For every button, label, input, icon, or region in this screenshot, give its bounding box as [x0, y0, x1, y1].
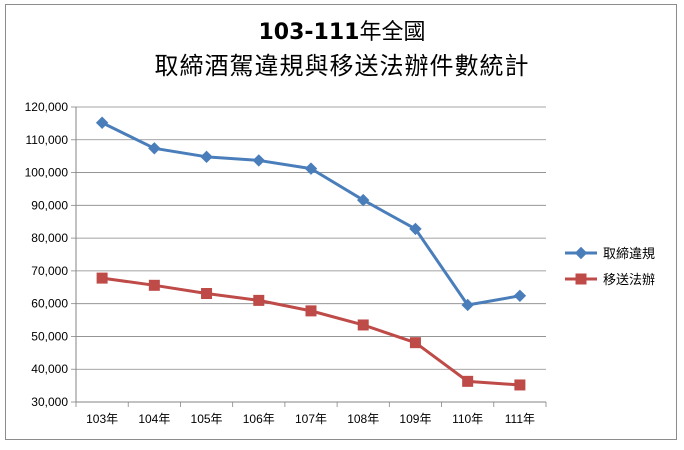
- y-tick-label: 30,000: [31, 395, 68, 409]
- legend-item-1: 取締違規: [565, 246, 655, 262]
- chart-title-years: 103-111: [258, 20, 360, 45]
- y-tick-label: 70,000: [31, 264, 68, 278]
- series-line: [101, 121, 521, 307]
- x-tick-label: 110年: [452, 412, 483, 426]
- data-point: [513, 289, 527, 303]
- chart-title-rest: 年全國: [359, 20, 426, 45]
- y-tick-label: 50,000: [31, 329, 68, 343]
- y-tick-label: 80,000: [31, 231, 68, 245]
- data-point: [96, 272, 108, 284]
- y-tick-label: 120,000: [25, 100, 69, 114]
- data-point: [461, 298, 474, 312]
- data-point: [201, 288, 213, 300]
- chart-subtitle: 取締酒駕違規與移送法辦件數統計: [154, 52, 530, 80]
- legend-label: 移送法辦: [603, 273, 655, 288]
- gridlines: [76, 106, 546, 370]
- y-tick-label: 100,000: [25, 166, 69, 180]
- series-1: [95, 116, 527, 312]
- data-point: [148, 142, 161, 155]
- chart-title: 103-111年全國: [0, 14, 684, 46]
- y-tick-label: 90,000: [31, 198, 68, 212]
- x-tick-label: 111年: [505, 412, 535, 426]
- legend-item-2: 移送法辦: [565, 273, 655, 288]
- x-tick-label: 108年: [347, 412, 379, 426]
- x-tick-label: 105年: [191, 412, 223, 426]
- data-point: [409, 337, 421, 349]
- data-point: [514, 379, 526, 391]
- x-tick-label: 104年: [138, 412, 170, 426]
- legend-marker: [575, 273, 587, 285]
- data-point: [462, 375, 474, 387]
- data-point: [357, 193, 370, 207]
- x-tick-label: 109年: [399, 412, 431, 426]
- x-tick-label: 107年: [295, 412, 327, 426]
- legend-label: 取締違規: [603, 246, 655, 262]
- data-point: [200, 150, 213, 164]
- data-point: [409, 222, 422, 236]
- y-tick-label: 40,000: [31, 362, 68, 376]
- data-point: [253, 294, 265, 306]
- data-point: [357, 319, 369, 331]
- series-2: [96, 272, 526, 391]
- data-point: [95, 116, 109, 129]
- chart-frame: [5, 4, 677, 440]
- data-point: [305, 305, 317, 317]
- y-tick-label: 60,000: [31, 297, 68, 311]
- y-tick-label: 110,000: [26, 133, 69, 147]
- legend-marker: [574, 246, 588, 260]
- series-group: [95, 116, 527, 391]
- x-tick-label: 106年: [243, 412, 275, 426]
- data-point: [304, 162, 318, 175]
- x-axis: 103年 104年 105年 106年 107年 108年 109年 110年 111年: [75, 401, 547, 426]
- data-point: [252, 154, 265, 167]
- x-tick-label: 103年: [86, 412, 118, 426]
- data-point: [148, 279, 160, 291]
- y-axis: 30,000 40,000 50,000 60,000 70,000 80,000 90,0…: [25, 100, 77, 409]
